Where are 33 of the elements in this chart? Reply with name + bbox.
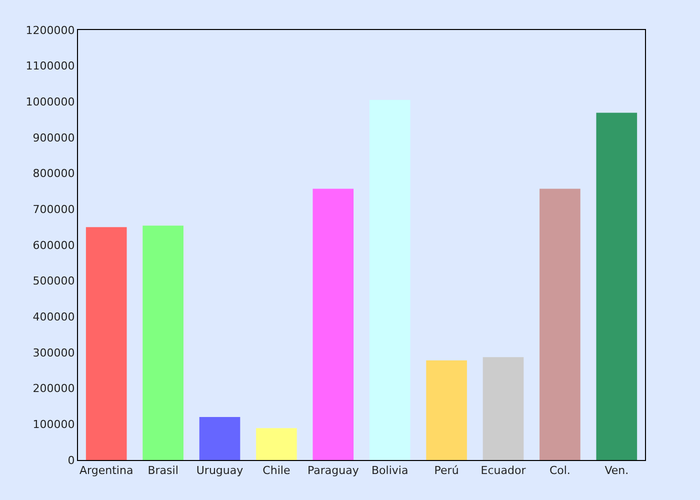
x-tick-label: Bolivia	[372, 464, 408, 478]
y-tick-label: 400000	[32, 310, 75, 324]
bar	[426, 360, 467, 460]
y-tick-label: 700000	[32, 203, 75, 216]
y-tick-label: 1200000	[26, 24, 75, 37]
bar	[199, 417, 240, 460]
x-tick-label: Brasil	[148, 464, 178, 478]
bar	[312, 188, 354, 460]
x-tick-label: Chile	[262, 464, 290, 478]
x-tick-label: Col.	[549, 464, 570, 478]
y-tick-label: 300000	[32, 346, 75, 360]
bar	[482, 357, 524, 460]
y-tick-label: 900000	[32, 131, 75, 144]
y-tick-label: 1000000	[26, 96, 75, 109]
bar	[142, 226, 184, 460]
bar	[596, 112, 638, 460]
y-tick-label: 800000	[32, 167, 75, 180]
x-tick-label: Perú	[434, 464, 459, 478]
bar	[86, 227, 127, 460]
x-tick-label: Argentina	[80, 464, 134, 478]
y-tick-label: 600000	[32, 238, 75, 252]
y-tick-label: 0	[68, 454, 75, 467]
bar	[369, 100, 410, 460]
y-tick-label: 500000	[32, 274, 75, 288]
y-tick-label: 1100000	[26, 60, 75, 73]
x-tick-label: Ven.	[604, 464, 629, 478]
bar	[256, 428, 297, 460]
x-tick-label: Ecuador	[480, 464, 526, 478]
y-tick-label: 200000	[32, 382, 75, 396]
x-tick-label: Uruguay	[196, 464, 244, 478]
x-tick-label: Paraguay	[307, 464, 360, 478]
y-tick-label: 100000	[32, 418, 75, 432]
bar	[540, 188, 580, 460]
